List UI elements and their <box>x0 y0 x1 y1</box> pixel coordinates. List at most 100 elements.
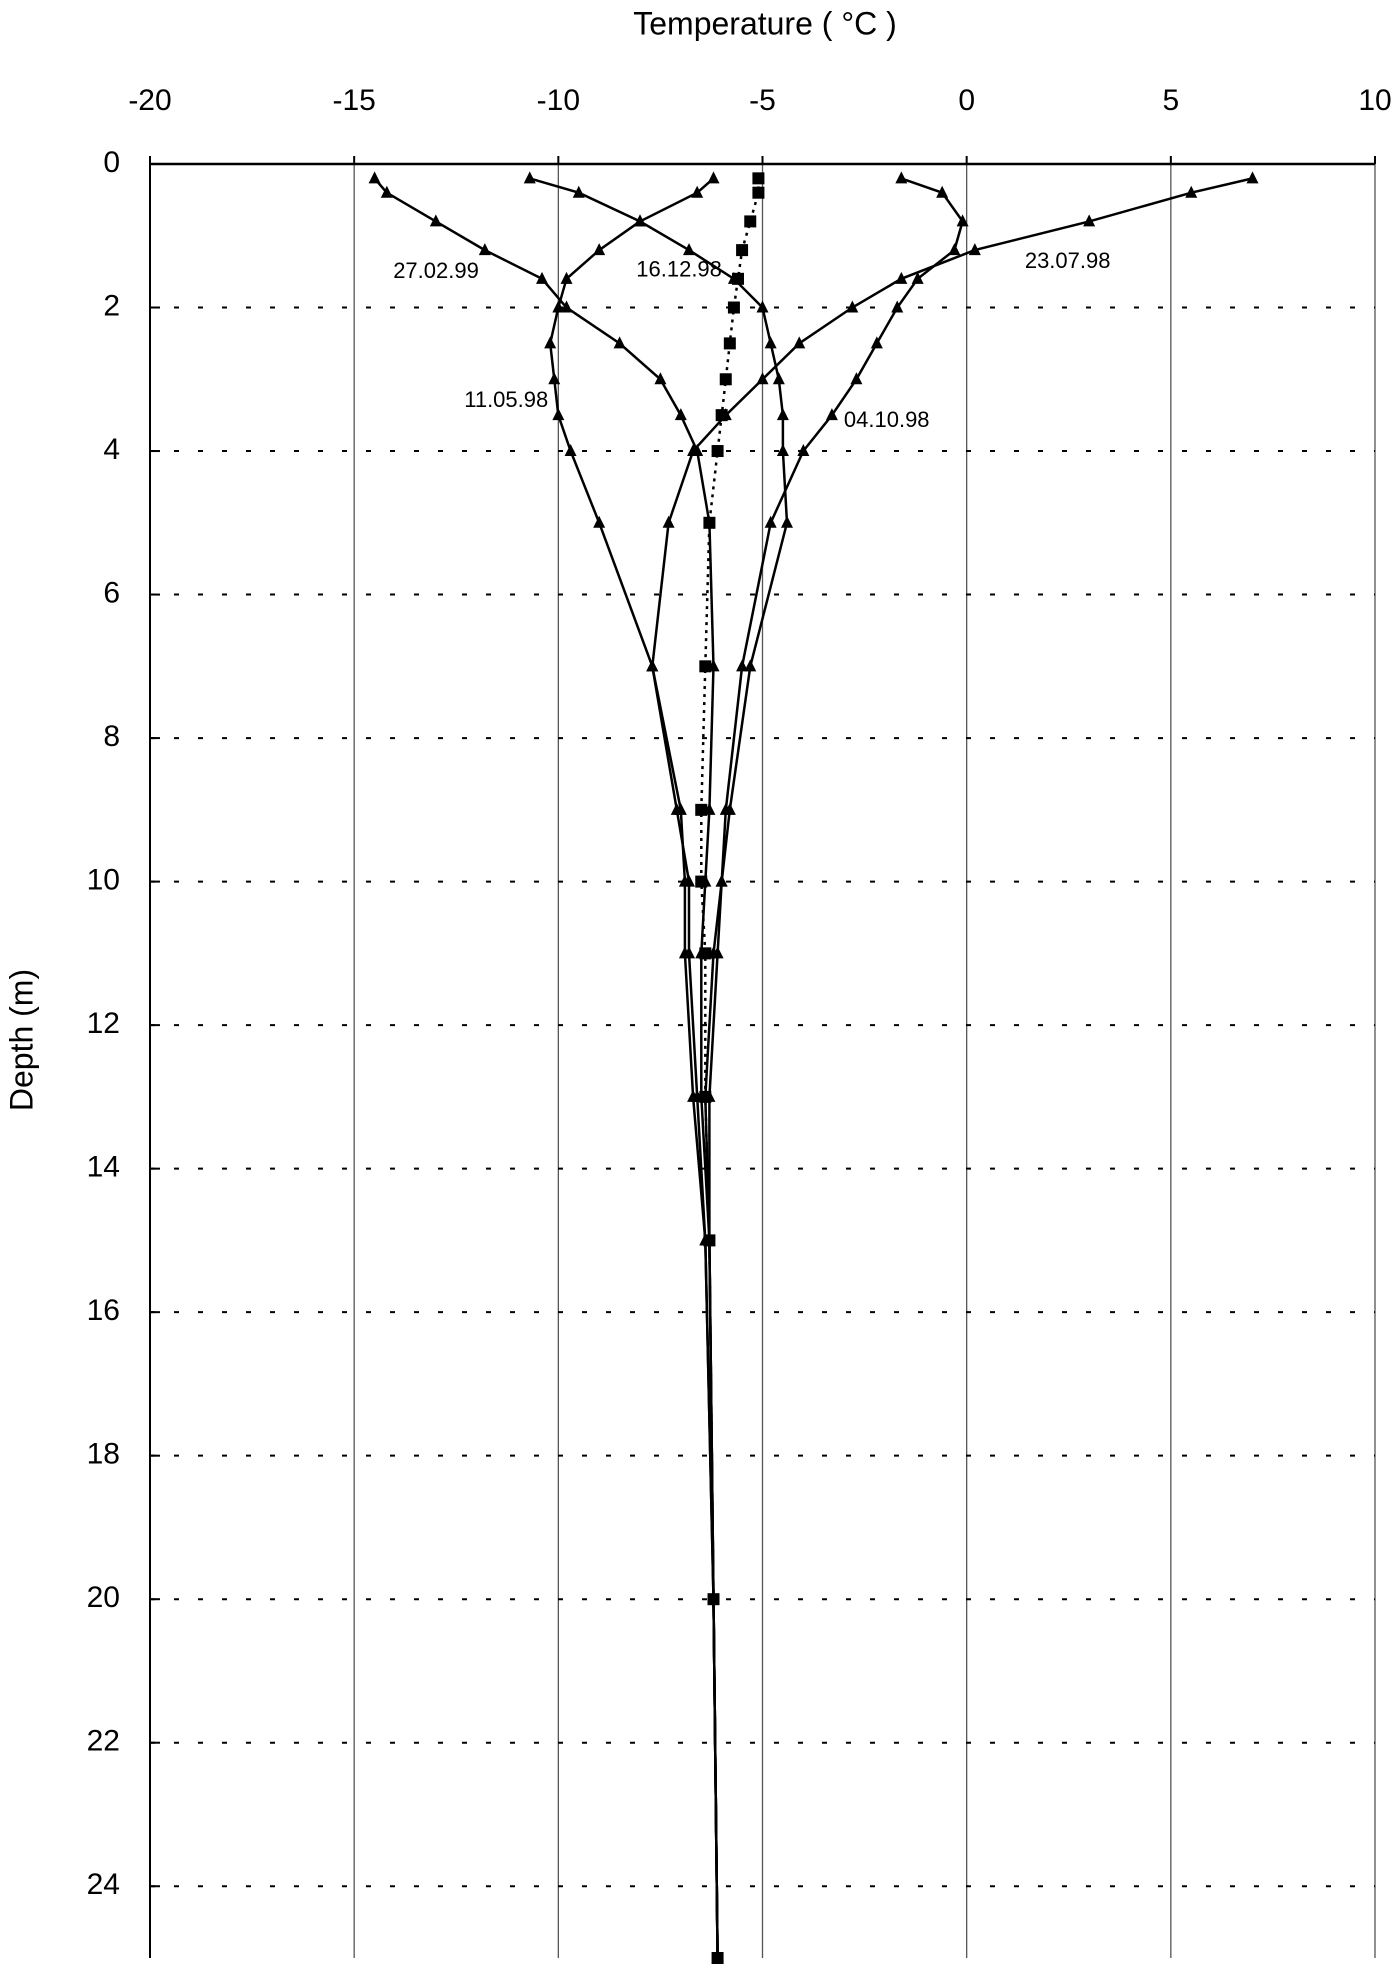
series-label: 16.12.98 <box>636 257 722 282</box>
point <box>687 1089 700 1102</box>
point <box>662 515 675 528</box>
point <box>678 946 691 959</box>
point <box>846 300 859 313</box>
series-label: 27.02.99 <box>393 258 479 283</box>
point <box>870 336 883 349</box>
point <box>797 444 810 457</box>
point <box>368 171 381 184</box>
series-line <box>651 177 1253 1959</box>
point <box>380 185 393 198</box>
point <box>895 271 908 284</box>
point <box>948 243 961 256</box>
point <box>552 408 565 421</box>
y-tick-label: 24 <box>87 1868 120 1901</box>
y-tick-label: 6 <box>103 576 120 609</box>
point <box>715 409 728 422</box>
y-tick-label: 10 <box>87 864 120 897</box>
series-line <box>373 177 719 1959</box>
point <box>744 215 757 228</box>
point <box>736 659 749 672</box>
point <box>744 659 757 672</box>
point <box>678 874 691 887</box>
point <box>691 444 704 457</box>
point <box>654 372 667 385</box>
x-tick-label: 10 <box>1358 84 1391 117</box>
point <box>781 515 793 528</box>
point <box>572 185 585 198</box>
y-tick-label: 0 <box>103 146 120 179</box>
y-tick-label: 12 <box>87 1007 120 1040</box>
point <box>764 336 777 349</box>
point <box>707 171 720 184</box>
point <box>711 1952 724 1964</box>
point <box>560 271 573 284</box>
y-tick-label: 2 <box>103 289 120 322</box>
point <box>564 444 577 457</box>
y-tick-label: 4 <box>103 433 120 466</box>
point <box>699 660 712 673</box>
point <box>695 875 708 888</box>
point <box>429 214 442 227</box>
x-tick-label: -20 <box>128 84 171 117</box>
point <box>756 300 769 313</box>
point <box>634 214 646 227</box>
point <box>560 300 573 313</box>
x-tick-label: -10 <box>537 84 580 117</box>
point <box>1185 185 1198 198</box>
point <box>613 336 626 349</box>
point <box>646 659 659 672</box>
point <box>756 372 769 385</box>
point <box>736 244 749 257</box>
point <box>776 444 789 457</box>
point <box>548 372 561 385</box>
point <box>911 271 924 284</box>
point <box>968 243 981 256</box>
point <box>1246 171 1259 184</box>
y-tick-label: 20 <box>87 1581 120 1614</box>
point <box>544 336 557 349</box>
point <box>715 874 728 887</box>
point <box>772 372 785 385</box>
point <box>891 300 904 313</box>
point <box>699 1090 712 1103</box>
point <box>703 1234 716 1247</box>
point <box>593 243 606 256</box>
x-axis-title: Temperature ( °C ) <box>633 5 897 41</box>
point <box>895 171 908 184</box>
point <box>752 186 765 199</box>
y-axis-title: Depth (m) <box>3 969 39 1111</box>
point <box>723 337 736 350</box>
point <box>703 516 716 529</box>
point <box>825 408 838 421</box>
y-tick-label: 22 <box>87 1725 120 1758</box>
point <box>711 445 724 458</box>
point <box>719 373 732 386</box>
point <box>727 301 740 314</box>
point <box>1083 214 1096 227</box>
point <box>683 243 695 256</box>
point <box>956 214 969 227</box>
y-tick-label: 8 <box>103 720 120 753</box>
point <box>723 802 736 815</box>
point <box>850 372 863 385</box>
point <box>776 408 789 421</box>
y-tick-label: 18 <box>87 1438 120 1471</box>
point <box>793 336 806 349</box>
point <box>691 185 704 198</box>
point <box>732 272 744 285</box>
x-tick-label: 5 <box>1162 84 1179 117</box>
y-tick-label: 16 <box>87 1294 120 1327</box>
x-tick-label: 0 <box>958 84 975 117</box>
x-tick-label: -15 <box>332 84 375 117</box>
series-label: 04.10.98 <box>844 407 930 432</box>
point <box>752 172 765 185</box>
series-label: 23.07.98 <box>1025 248 1111 273</box>
point <box>593 515 606 528</box>
point <box>552 300 565 313</box>
series-line <box>708 177 964 1959</box>
y-tick-label: 14 <box>87 1151 120 1184</box>
point <box>674 802 687 815</box>
point <box>707 1593 720 1606</box>
point <box>936 185 949 198</box>
